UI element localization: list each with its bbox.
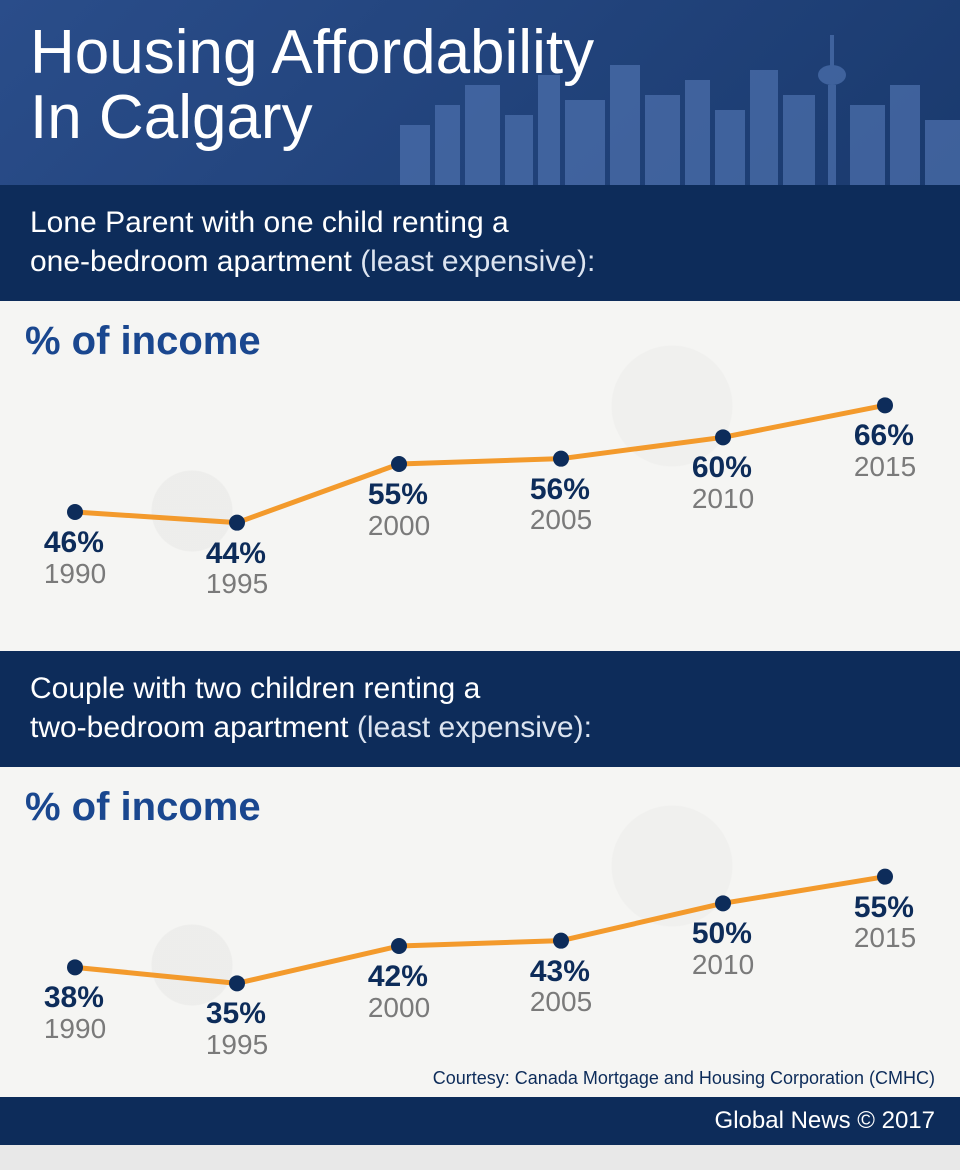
infographic-container: Housing Affordability In Calgary [0, 0, 960, 1170]
point-value: 66% [854, 420, 916, 452]
chart-panel-1: % of income 46%1990 44%1995 55%2000 56%2005… [0, 301, 960, 651]
chart-marker [229, 975, 245, 991]
main-title: Housing Affordability In Calgary [30, 20, 930, 150]
point-year: 1995 [206, 569, 268, 598]
chart-line-svg [25, 840, 935, 1090]
chart-point-label: 35%1995 [206, 998, 268, 1059]
point-value: 35% [206, 998, 268, 1030]
chart-point-label: 66%2015 [854, 420, 916, 481]
chart-marker [67, 959, 83, 975]
point-year: 2000 [368, 511, 430, 540]
point-year: 1990 [44, 559, 106, 588]
chart-2-area: 38%199035%199542%200043%200550%201055%20… [25, 840, 935, 1090]
chart-2-title: % of income [25, 785, 935, 830]
point-year: 2015 [854, 452, 916, 481]
point-year: 2005 [530, 987, 592, 1016]
chart-marker [877, 869, 893, 885]
chart-point-label: 55%2015 [854, 892, 916, 953]
chart-marker [715, 895, 731, 911]
chart-point-label: 42%2000 [368, 961, 430, 1022]
courtesy-text: Courtesy: Canada Mortgage and Housing Co… [433, 1068, 935, 1089]
point-year: 2015 [854, 923, 916, 952]
chart-1-area: 46%199044%199555%200056%200560%201066%20… [25, 374, 935, 624]
sub2-paren: (least expensive): [349, 711, 592, 744]
sub2-line2: two-bedroom apartment [30, 711, 349, 744]
point-year: 2005 [530, 505, 592, 534]
chart-point-label: 56%2005 [530, 474, 592, 535]
chart-marker [553, 933, 569, 949]
point-year: 1995 [206, 1030, 268, 1059]
chart-panel-2: % of income 38%1990 35%1995 42%2000 43%2005… [0, 767, 960, 1097]
chart-point-label: 60%2010 [692, 452, 754, 513]
point-value: 42% [368, 961, 430, 993]
point-value: 43% [530, 956, 592, 988]
point-year: 2010 [692, 950, 754, 979]
chart-point-label: 46%1990 [44, 527, 106, 588]
footer: Global News © 2017 [0, 1097, 960, 1145]
footer-text: Global News © 2017 [715, 1107, 935, 1135]
point-value: 56% [530, 474, 592, 506]
point-year: 2000 [368, 993, 430, 1022]
chart-marker [391, 938, 407, 954]
point-value: 44% [206, 538, 268, 570]
point-year: 1990 [44, 1014, 106, 1043]
chart-marker [229, 515, 245, 531]
chart-1-title: % of income [25, 319, 935, 364]
chart-point-label: 44%1995 [206, 538, 268, 599]
chart-marker [877, 397, 893, 413]
point-value: 38% [44, 982, 106, 1014]
chart-point-label: 55%2000 [368, 479, 430, 540]
chart-line-svg [25, 374, 935, 624]
title-line-2: In Calgary [30, 83, 313, 152]
point-value: 55% [368, 479, 430, 511]
chart-marker [67, 504, 83, 520]
point-value: 50% [692, 918, 754, 950]
point-value: 46% [44, 527, 106, 559]
chart-point-label: 43%2005 [530, 956, 592, 1017]
sub1-line2: one-bedroom apartment [30, 245, 352, 278]
sub2-line1: Couple with two children renting a [30, 672, 480, 705]
sub1-paren: (least expensive): [352, 245, 595, 278]
chart-point-label: 38%1990 [44, 982, 106, 1043]
title-line-1: Housing Affordability [30, 18, 594, 87]
point-year: 2010 [692, 484, 754, 513]
section-2-subheader: Couple with two children renting a two-b… [0, 651, 960, 767]
chart-marker [715, 429, 731, 445]
sub1-line1: Lone Parent with one child renting a [30, 206, 509, 239]
chart-marker [391, 456, 407, 472]
section-1-subheader: Lone Parent with one child renting a one… [0, 185, 960, 301]
chart-marker [553, 451, 569, 467]
chart-point-label: 50%2010 [692, 918, 754, 979]
point-value: 60% [692, 452, 754, 484]
point-value: 55% [854, 892, 916, 924]
header: Housing Affordability In Calgary [0, 0, 960, 185]
chart-line [75, 877, 885, 984]
chart-line [75, 405, 885, 522]
